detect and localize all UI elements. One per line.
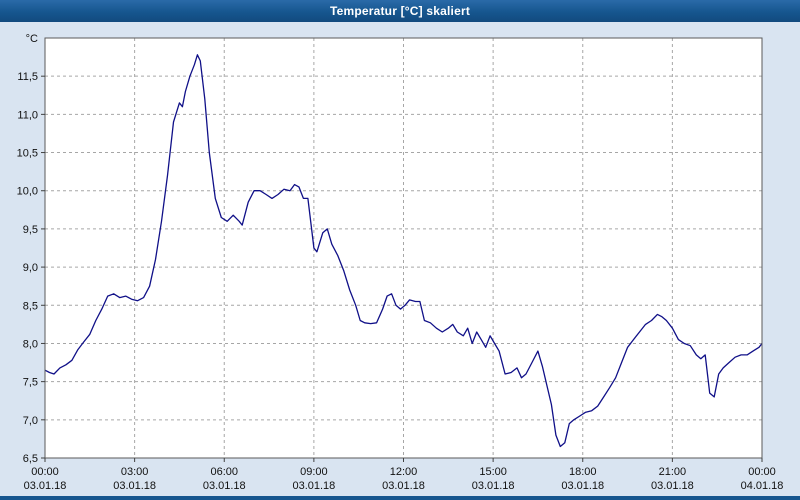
x-tick-date-label: 03.01.18	[24, 480, 67, 492]
x-tick-date-label: 03.01.18	[113, 480, 156, 492]
x-tick-time-label: 15:00	[479, 466, 507, 478]
y-tick-label: 9,5	[23, 224, 38, 236]
x-tick-date-label: 03.01.18	[651, 480, 694, 492]
y-axis-unit-label: °C	[26, 33, 38, 45]
x-tick-time-label: 09:00	[300, 466, 328, 478]
x-tick-date-label: 03.01.18	[472, 480, 515, 492]
x-tick-time-label: 06:00	[210, 466, 238, 478]
y-tick-label: 9,0	[23, 262, 38, 274]
temperature-line	[44, 54, 763, 448]
y-tick-label: 8,0	[23, 338, 38, 350]
chart-title: Temperatur [°C] skaliert	[329, 4, 471, 18]
y-tick-label: 10,0	[17, 186, 38, 198]
window-bottom-border	[0, 496, 800, 500]
title-bar: Temperatur [°C] skaliert	[0, 0, 800, 22]
x-tick-date-label: 04.01.18	[741, 480, 784, 492]
y-tick-label: 11,5	[17, 71, 38, 83]
chart-region: 6,5 7,0 7,5 8,0 8,5 9,0 9,5 10,0 10,5 11,0 11,5 °C 0…	[0, 22, 800, 496]
x-tick-date-label: 03.01.18	[382, 480, 425, 492]
x-tick-date-label: 03.01.18	[561, 480, 604, 492]
temperature-chart: 6,5 7,0 7,5 8,0 8,5 9,0 9,5 10,0 10,5 11,0 11,5 °C 0…	[17, 33, 784, 492]
y-tick-label: 8,5	[23, 300, 38, 312]
x-tick-time-label: 12:00	[390, 466, 418, 478]
x-tick-time-label: 18:00	[569, 466, 597, 478]
y-tick-label: 11,0	[17, 109, 38, 121]
x-tick-time-label: 00:00	[31, 466, 59, 478]
x-tick-time-label: 21:00	[659, 466, 687, 478]
y-tick-label: 10,5	[17, 148, 38, 160]
y-tick-label: 7,5	[23, 377, 38, 389]
x-tick-date-label: 03.01.18	[292, 480, 335, 492]
x-tick-date-label: 03.01.18	[203, 480, 246, 492]
y-tick-label: 6,5	[23, 453, 38, 465]
y-tick-label: 7,0	[23, 415, 38, 427]
x-tick-time-label: 00:00	[748, 466, 776, 478]
x-tick-time-label: 03:00	[121, 466, 149, 478]
